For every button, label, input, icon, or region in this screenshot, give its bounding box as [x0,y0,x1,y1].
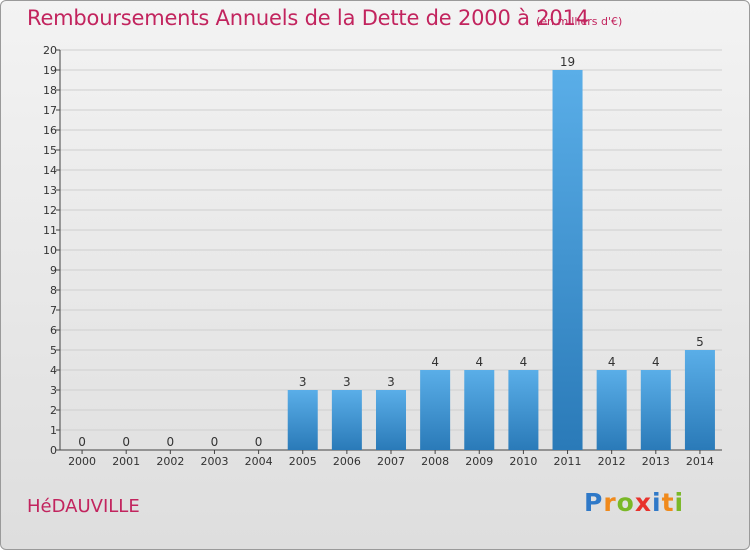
x-tick-label: 2005 [289,455,317,468]
data-labels: 0 0 0 0 0 3 3 3 4 4 4 19 4 4 5 [78,55,704,449]
data-label: 0 [211,435,219,449]
bars [287,70,715,450]
data-label: 3 [299,375,307,389]
y-tick-label: 5 [50,344,57,357]
y-tick-label: 0 [50,444,57,457]
bar [552,70,583,450]
y-tick-label: 2 [50,404,57,417]
logo-letter: i [674,488,685,517]
y-tick-label: 1 [50,424,57,437]
bar [508,370,539,450]
y-tick-label: 16 [43,124,57,137]
x-tick-label: 2001 [112,455,140,468]
y-tick-label: 6 [50,324,57,337]
y-tick-label: 14 [43,164,57,177]
bar [684,350,715,450]
y-tick-label: 3 [50,384,57,397]
y-tick-label: 11 [43,224,57,237]
x-tick-label: 2013 [642,455,670,468]
commune-name: HéDAUVILLE [27,496,140,517]
data-label: 4 [520,355,528,369]
logo-letter: r [603,488,617,517]
data-label: 4 [652,355,660,369]
y-tick-label: 17 [43,104,57,117]
x-tick-label: 2003 [200,455,228,468]
y-tick-label: 10 [43,244,57,257]
data-label: 0 [255,435,263,449]
x-tick-label: 2012 [598,455,626,468]
x-tick-label: 2009 [465,455,493,468]
y-tick-label: 20 [43,44,57,57]
x-tick-label: 2014 [686,455,714,468]
bar [596,370,627,450]
bar [464,370,495,450]
data-label: 19 [560,55,575,69]
y-tick-label: 7 [50,304,57,317]
x-tick-label: 2008 [421,455,449,468]
bar [287,390,318,450]
bar [375,390,407,450]
x-tick-label: 2007 [377,455,405,468]
y-tick-label: 15 [43,144,57,157]
chart-title: Remboursements Annuels de la Dette de 20… [27,6,589,30]
logo-letter: t [661,488,675,517]
data-label: 5 [696,335,704,349]
y-tick-label: 19 [43,64,57,77]
chart-subtitle: (en milliers d'€) [536,15,623,28]
data-label: 4 [431,355,439,369]
y-tick-label: 8 [50,284,57,297]
data-label: 0 [167,435,175,449]
logo-letter: o [616,488,635,517]
data-label: 3 [343,375,351,389]
logo-letter: i [652,488,662,517]
bar [420,370,451,450]
bar [331,390,362,450]
y-tick-label: 4 [50,364,57,377]
y-tick-label: 9 [50,264,57,277]
x-tick-label: 2011 [554,455,582,468]
data-label: 3 [387,375,395,389]
x-tick-labels: 2000 2001 2002 2003 2004 2005 2006 2007 2008 2009… [68,455,714,468]
x-tick-label: 2004 [245,455,273,468]
logo-letter: x [634,488,652,517]
data-label: 0 [78,435,86,449]
bar [640,370,671,450]
data-label: 0 [122,435,130,449]
x-tick-label: 2006 [333,455,361,468]
data-label: 4 [608,355,616,369]
y-tick-label: 12 [43,204,57,217]
proxiti-logo: Proxiti [584,488,684,517]
logo-letter: P [584,488,604,517]
x-tick-label: 2010 [509,455,537,468]
data-label: 4 [475,355,483,369]
x-tick-label: 2000 [68,455,96,468]
y-tick-label: 13 [43,184,57,197]
y-tick-label: 18 [43,84,57,97]
x-tick-label: 2002 [156,455,184,468]
